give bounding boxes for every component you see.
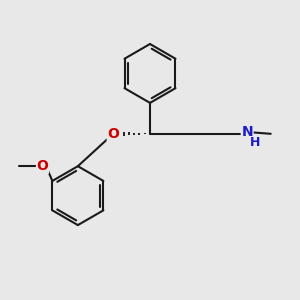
Text: O: O — [107, 127, 119, 141]
Text: N: N — [242, 125, 253, 139]
Text: H: H — [250, 136, 261, 148]
Text: O: O — [37, 159, 49, 173]
